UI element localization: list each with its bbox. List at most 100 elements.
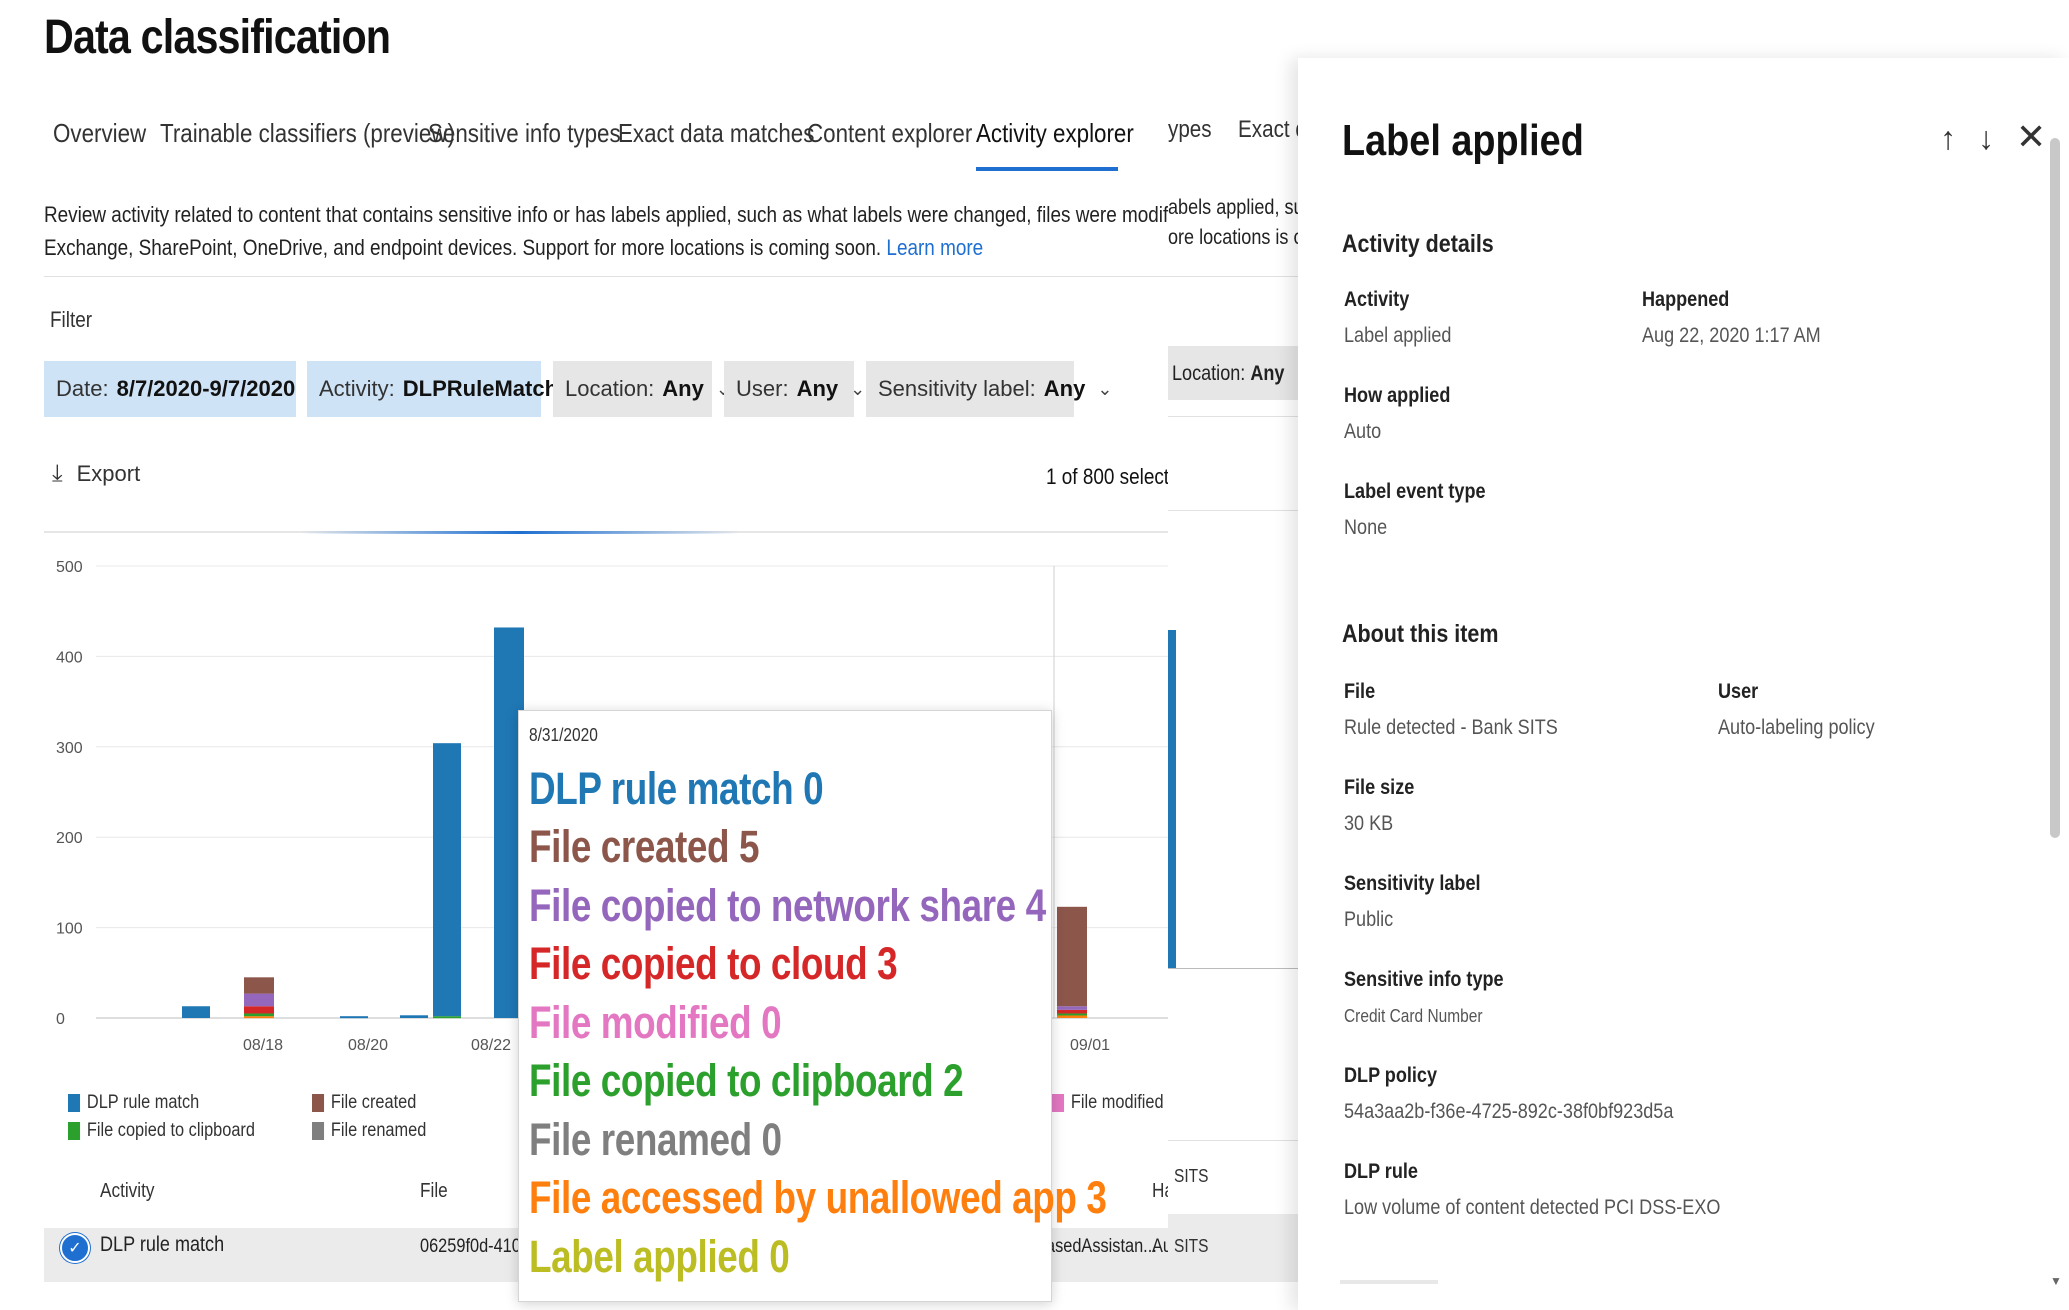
tooltip-line: File copied to clipboard 2 bbox=[529, 1055, 964, 1106]
chip-value: Any bbox=[796, 376, 839, 401]
tooltip-line: File modified 0 bbox=[529, 997, 782, 1048]
filter-chip-sensitivity-label[interactable]: Sensitivity label: Any ⌄ bbox=[866, 361, 1112, 417]
field-value: Auto-labeling policy bbox=[1718, 716, 1875, 739]
y-tick-label: 300 bbox=[56, 740, 83, 757]
legend-item[interactable]: File renamed bbox=[312, 1120, 426, 1142]
legend-swatch bbox=[1052, 1094, 1065, 1112]
tab-trainable-classifiers[interactable]: Trainable classifiers (preview) bbox=[160, 118, 455, 148]
field-label: How applied bbox=[1344, 384, 1451, 407]
chip-value: Any bbox=[1250, 362, 1285, 385]
field-value: Rule detected - Bank SITS bbox=[1344, 716, 1558, 739]
arrow-down-icon[interactable]: ↓ bbox=[1978, 120, 1994, 156]
chart-tooltip: 8/31/2020 DLP rule match 0 File created … bbox=[518, 710, 1107, 1302]
filter-chip-date[interactable]: Date:8/7/2020-9/7/2020⌄ bbox=[44, 361, 322, 417]
scrollbar-thumb[interactable] bbox=[2050, 138, 2060, 838]
tooltip-date: 8/31/2020 bbox=[529, 725, 598, 745]
field-label: DLP rule bbox=[1344, 1160, 1418, 1183]
chip-name: Sensitivity label: bbox=[878, 376, 1036, 401]
background-column: SITS bbox=[1174, 1166, 1209, 1186]
export-button[interactable]: ⤓ Export bbox=[52, 460, 140, 488]
section-heading: Activity details bbox=[1342, 230, 1494, 258]
tooltip-line: DLP rule match 0 bbox=[529, 763, 824, 814]
divider bbox=[1168, 416, 1298, 417]
row-user: asedAssistan... bbox=[1046, 1236, 1157, 1257]
tooltip-line: File copied to network share 4 bbox=[529, 880, 1046, 931]
chip-value: 8/7/2020-9/7/2020 bbox=[116, 376, 296, 401]
field-value: Aug 22, 2020 1:17 AM bbox=[1642, 324, 1821, 347]
close-icon[interactable]: ✕ bbox=[2016, 116, 2047, 157]
background-chip-label: Location: Any bbox=[1172, 362, 1284, 386]
learn-more-link[interactable]: Learn more bbox=[886, 235, 984, 260]
panel-footer-indicator bbox=[1340, 1280, 1438, 1284]
y-tick-label: 200 bbox=[56, 830, 83, 847]
bar-segment bbox=[433, 743, 461, 1017]
active-tab-indicator bbox=[976, 167, 1118, 171]
field-value: None bbox=[1344, 516, 1388, 539]
legend-item[interactable]: File created bbox=[312, 1092, 416, 1114]
tab-content-explorer[interactable]: Content explorer bbox=[807, 118, 973, 148]
y-tick-label: 400 bbox=[56, 649, 83, 666]
section-heading: About this item bbox=[1342, 620, 1499, 648]
legend-item[interactable]: File copied to clipboard bbox=[68, 1120, 255, 1142]
bar-segment bbox=[182, 1006, 210, 1018]
bar-segment bbox=[1057, 906, 1087, 1007]
tab-activity-explorer[interactable]: Activity explorer bbox=[976, 118, 1134, 148]
x-tick-label: 08/22 bbox=[471, 1037, 511, 1054]
tooltip-line: File created 5 bbox=[529, 821, 760, 872]
background-tab: Exact d bbox=[1238, 116, 1307, 143]
export-label: Export bbox=[76, 461, 141, 486]
background-bar bbox=[1168, 630, 1176, 968]
bar-segment bbox=[244, 993, 274, 1007]
tab-overview[interactable]: Overview bbox=[53, 118, 147, 148]
arrow-up-icon[interactable]: ↑ bbox=[1940, 120, 1956, 156]
tab-exact-data-matches[interactable]: Exact data matches bbox=[618, 118, 815, 148]
bar-segment bbox=[244, 1013, 274, 1017]
field-label: User bbox=[1718, 680, 1759, 703]
chip-value: Any bbox=[662, 376, 704, 401]
scroll-down-arrow[interactable]: ▼ bbox=[2050, 1274, 2062, 1288]
divider bbox=[44, 276, 1169, 277]
filter-chip-location[interactable]: Location:Any⌄ bbox=[553, 361, 731, 417]
background-text: ore locations is c bbox=[1168, 226, 1303, 249]
description-text: Exchange, SharePoint, OneDrive, and endp… bbox=[44, 235, 882, 260]
chevron-down-icon: ⌄ bbox=[850, 378, 866, 399]
checkmark-icon[interactable]: ✓ bbox=[60, 1233, 90, 1263]
divider bbox=[1168, 1140, 1298, 1141]
legend-swatch bbox=[312, 1122, 325, 1140]
y-tick-label: 100 bbox=[56, 921, 83, 938]
tooltip-line: Label applied 0 bbox=[529, 1231, 790, 1282]
page-title: Data classification bbox=[44, 11, 391, 64]
legend-label: File copied to clipboard bbox=[86, 1120, 255, 1141]
bar-segment bbox=[433, 1016, 461, 1019]
activity-chart: 500 400 300 200 100 0 08/18 08/20 08/22 09/01 bbox=[56, 559, 1169, 1054]
filter-chip-user[interactable]: User: Any ⌄ bbox=[724, 361, 865, 417]
x-tick-label: 09/01 bbox=[1070, 1037, 1110, 1054]
field-label: File bbox=[1344, 680, 1376, 703]
legend-item[interactable]: File modified bbox=[1052, 1092, 1164, 1114]
chip-value: DLPRuleMatch bbox=[402, 376, 559, 401]
column-header-file[interactable]: File bbox=[420, 1180, 448, 1202]
filter-label: Filter bbox=[50, 307, 93, 332]
bar-segment bbox=[1057, 1015, 1087, 1018]
row-happened: Au bbox=[1152, 1236, 1172, 1257]
bar-segment bbox=[1057, 1013, 1087, 1016]
background-column: SITS bbox=[1174, 1236, 1209, 1256]
row-activity: DLP rule match bbox=[100, 1233, 225, 1256]
column-header-activity[interactable]: Activity bbox=[100, 1180, 155, 1202]
selected-count: 1 of 800 selectec bbox=[1046, 464, 1190, 489]
legend-label: DLP rule match bbox=[86, 1092, 200, 1113]
x-tick-label: 08/20 bbox=[348, 1037, 388, 1054]
tooltip-line: File accessed by unallowed app 3 bbox=[529, 1172, 1107, 1223]
bar-segment bbox=[1057, 1009, 1087, 1014]
bar-segment bbox=[1057, 1006, 1087, 1010]
row-file: 06259f0d-410c bbox=[420, 1236, 530, 1257]
description-line-1: Review activity related to content that … bbox=[44, 202, 1341, 227]
chip-name: Activity: bbox=[319, 376, 395, 401]
bar-segment bbox=[244, 1016, 274, 1019]
legend-item[interactable]: DLP rule match bbox=[68, 1092, 199, 1114]
filter-chip-activity[interactable]: Activity:DLPRuleMatch✕ bbox=[307, 361, 585, 417]
tab-sensitive-info-types[interactable]: Sensitive info types bbox=[428, 118, 621, 148]
field-label: DLP policy bbox=[1344, 1064, 1438, 1087]
y-tick-label: 0 bbox=[56, 1011, 65, 1028]
bar-segment bbox=[400, 1015, 428, 1018]
